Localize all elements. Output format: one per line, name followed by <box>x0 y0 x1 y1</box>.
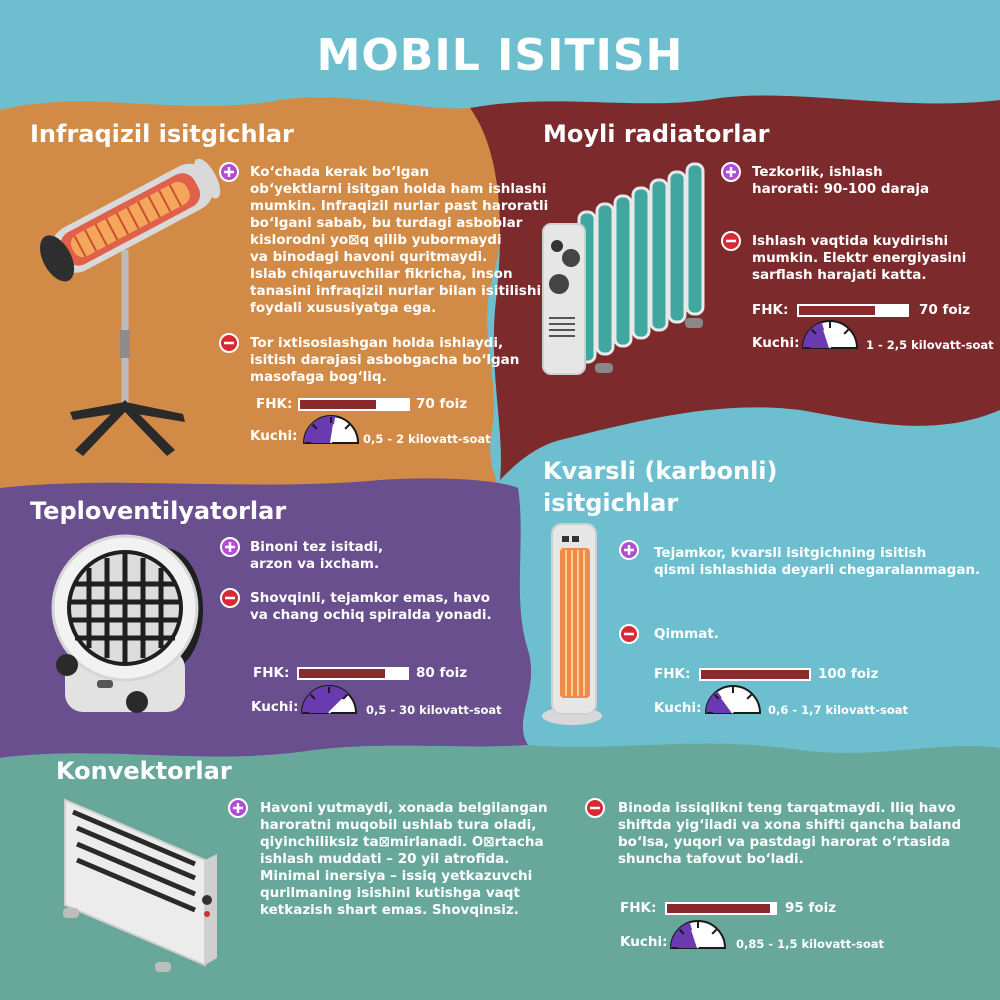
infrared-minus-text: Tor ixtisoslashgan holda ishlaydi, isitis… <box>250 335 520 385</box>
fan-power-label: 0,5 - 30 kilovatt-soat <box>366 703 502 717</box>
page-title: MOBIL ISITISH <box>316 30 684 81</box>
quartz-heading: Kvarsli (karbonli) isitgichlar <box>543 457 778 517</box>
gauge-tick <box>810 328 817 335</box>
oil-fhk-label: FHK: <box>752 302 789 318</box>
oil-minus-icon <box>721 231 741 251</box>
gauge-tick <box>311 423 318 430</box>
gauge-tick <box>342 693 349 700</box>
oil-efficiency-label: 70 foiz <box>919 302 971 318</box>
infrared-minus-icon <box>219 333 239 353</box>
infrared-kuchi-label: Kuchi: <box>250 428 298 444</box>
fan-kuchi-label: Kuchi: <box>251 699 299 715</box>
convector-heater-icon <box>63 798 217 972</box>
oil-minus-text: Ishlash vaqtida kuydirishi mumkin. Elektr… <box>752 233 967 283</box>
gauge-level-wedge <box>671 922 698 948</box>
fan-heading: Teploventilyatorlar <box>30 497 287 525</box>
oil-power-label: 1 - 2,5 kilovatt-soat <box>866 338 994 352</box>
quartz-plus-text: Tejamkor, kvarsli isitgichning isitish qi… <box>654 545 981 578</box>
gauge-tick <box>309 693 316 700</box>
oil-plus-text: Tezkorlik, ishlash harorati: 90-100 daraj… <box>752 164 930 197</box>
convector-efficiency-fill <box>667 904 770 913</box>
quartz-efficiency-bar <box>699 668 811 681</box>
gauge-needle <box>823 329 831 349</box>
oil-plus-icon <box>721 162 741 182</box>
gauge-level-wedge <box>706 691 733 713</box>
oil-power-gauge <box>801 320 859 349</box>
fan-efficiency-label: 80 foiz <box>416 665 468 681</box>
convector-power-gauge <box>669 920 727 949</box>
infrared-power-label: 0,5 - 2 kilovatt-soat <box>363 432 491 446</box>
gauge-needle <box>691 929 699 949</box>
gauge-needle <box>330 424 335 444</box>
convector-plus-text: Havoni yutmaydi, xonada belgilangan haror… <box>260 800 548 918</box>
quartz-plus-icon <box>619 540 639 560</box>
fan-heater-icon <box>51 534 203 713</box>
quartz-efficiency-label: 100 foiz <box>818 666 879 682</box>
fan-efficiency-bar <box>297 667 409 680</box>
convector-power-label: 0,85 - 1,5 kilovatt-soat <box>736 937 884 951</box>
quartz-heater-icon <box>542 523 602 725</box>
quartz-kuchi-label: Kuchi: <box>654 700 702 716</box>
gauge-tick <box>713 693 720 700</box>
infrared-plus-text: Ko‘chada kerak bo‘lgan ob‘yektlarni isitg… <box>250 164 549 316</box>
fan-fhk-label: FHK: <box>253 665 290 681</box>
fan-plus-icon <box>220 537 240 557</box>
gauge-needle <box>328 698 344 714</box>
fan-power-gauge <box>300 685 358 714</box>
convector-heading: Konvektorlar <box>56 757 232 785</box>
fan-plus-text: Binoni tez isitadi, arzon va ixcham. <box>250 539 384 572</box>
gauge-tick <box>843 328 850 335</box>
quartz-power-gauge <box>704 685 762 714</box>
gauge-tick <box>746 693 753 700</box>
convector-efficiency-bar <box>665 902 777 915</box>
convector-efficiency-label: 95 foiz <box>785 900 837 916</box>
oil-kuchi-label: Kuchi: <box>752 335 800 351</box>
quartz-power-label: 0,6 - 1,7 kilovatt-soat <box>768 703 908 717</box>
fan-minus-icon <box>220 588 240 608</box>
gauge-tick <box>711 928 718 935</box>
infrared-efficiency-fill <box>300 400 376 409</box>
infrared-efficiency-bar <box>298 398 410 411</box>
gauge-tick <box>344 423 351 430</box>
fan-minus-text: Shovqinli, tejamkor emas, havo va chang o… <box>250 590 492 623</box>
oil-efficiency-bar <box>797 304 909 317</box>
infrared-power-gauge <box>302 415 360 444</box>
quartz-fhk-label: FHK: <box>654 666 691 682</box>
quartz-minus-icon <box>619 624 639 644</box>
maroon-region <box>470 95 1000 481</box>
infrared-heater-icon <box>40 158 221 456</box>
oil-heading: Moyli radiatorlar <box>543 120 770 148</box>
oil-radiator-icon <box>542 162 705 375</box>
teal-region <box>0 743 1000 1000</box>
gauge-level-wedge <box>302 686 349 713</box>
gauge-tick <box>678 928 685 935</box>
oil-efficiency-fill <box>799 306 875 315</box>
gauge-level-wedge <box>304 416 336 443</box>
gauge-needle <box>721 697 734 714</box>
convector-minus-text: Binoda issiqlikni teng tarqatmaydi. Iliq… <box>618 800 962 867</box>
fan-efficiency-fill <box>299 669 386 678</box>
infrared-fhk-label: FHK: <box>256 396 293 412</box>
infrared-efficiency-label: 70 foiz <box>416 396 468 412</box>
quartz-minus-text: Qimmat. <box>654 626 719 642</box>
infrared-plus-icon <box>219 162 239 182</box>
infrared-heading: Infraqizil isitgichlar <box>30 120 294 148</box>
convector-minus-icon <box>585 798 605 818</box>
convector-fhk-label: FHK: <box>620 900 657 916</box>
convector-kuchi-label: Kuchi: <box>620 934 668 950</box>
quartz-efficiency-fill <box>701 670 809 679</box>
convector-plus-icon <box>228 798 248 818</box>
gauge-level-wedge <box>803 322 830 348</box>
